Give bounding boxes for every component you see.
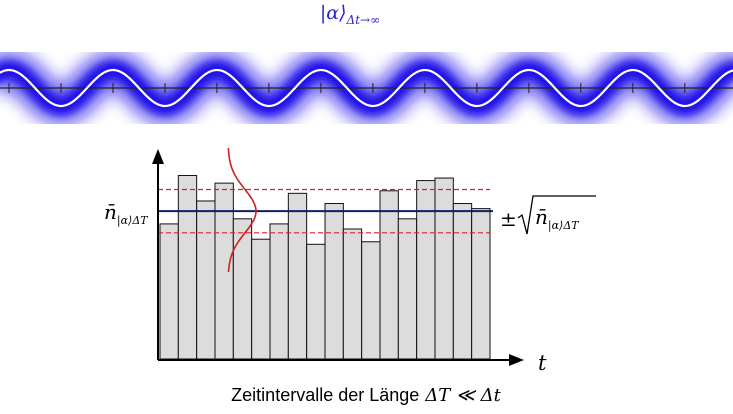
histogram-bar	[251, 238, 271, 360]
time-axis-label: t	[538, 351, 547, 375]
wave-center-line	[0, 68, 733, 108]
histogram-bar	[452, 203, 473, 360]
histogram-bar	[232, 218, 253, 360]
mean-count-label: n̄|α⟩ΔT	[104, 200, 149, 228]
coherent-wave	[0, 52, 733, 124]
histogram-bar	[379, 190, 399, 360]
histogram-bar	[361, 241, 381, 360]
histogram-bar	[471, 208, 491, 360]
histogram-bar	[416, 180, 436, 360]
coherent-state-ket: |α⟩	[320, 2, 347, 24]
mean-count-subscript: |α⟩ΔT	[117, 214, 149, 228]
histogram-bar	[196, 200, 216, 360]
histogram-bar	[214, 182, 234, 360]
mean-count-symbol: n̄	[104, 200, 117, 224]
histogram-bar	[177, 174, 198, 360]
poisson-distribution-curve	[227, 147, 257, 273]
wave-axis-ticks	[8, 83, 686, 93]
y-axis-arrowhead	[152, 149, 164, 164]
coherent-state-label: |α⟩Δt→∞	[320, 2, 380, 27]
standard-deviation-label: ± n̄|α⟩ΔT	[500, 195, 596, 235]
histogram-bar	[269, 223, 289, 360]
photon-count-histogram: t n̄|α⟩ΔT ± n̄|α⟩ΔT	[104, 147, 596, 375]
histogram-bar	[342, 228, 363, 360]
histogram-bars	[159, 174, 491, 360]
sqrt-radicand: n̄|α⟩ΔT	[535, 205, 580, 233]
x-axis-arrowhead	[509, 354, 524, 366]
caption: Zeitintervalle der Länge ΔT ≪ Δt	[231, 385, 501, 406]
histogram-bar	[324, 203, 344, 360]
square-root-sign	[517, 195, 596, 235]
sqrt-radicand-symbol: n̄	[535, 205, 548, 229]
histogram-bar	[159, 223, 179, 360]
histogram-bar	[306, 243, 326, 360]
histogram-bar	[434, 177, 454, 360]
histogram-bar	[397, 218, 418, 360]
coherent-state-subscript: Δt→∞	[346, 13, 381, 27]
plus-minus-sign: ±	[500, 207, 517, 231]
caption-math: ΔT ≪ Δt	[424, 385, 501, 406]
histogram-bar	[287, 192, 308, 360]
caption-text: Zeitintervalle der Länge	[231, 385, 419, 405]
sqrt-radicand-subscript: |α⟩ΔT	[548, 219, 580, 233]
